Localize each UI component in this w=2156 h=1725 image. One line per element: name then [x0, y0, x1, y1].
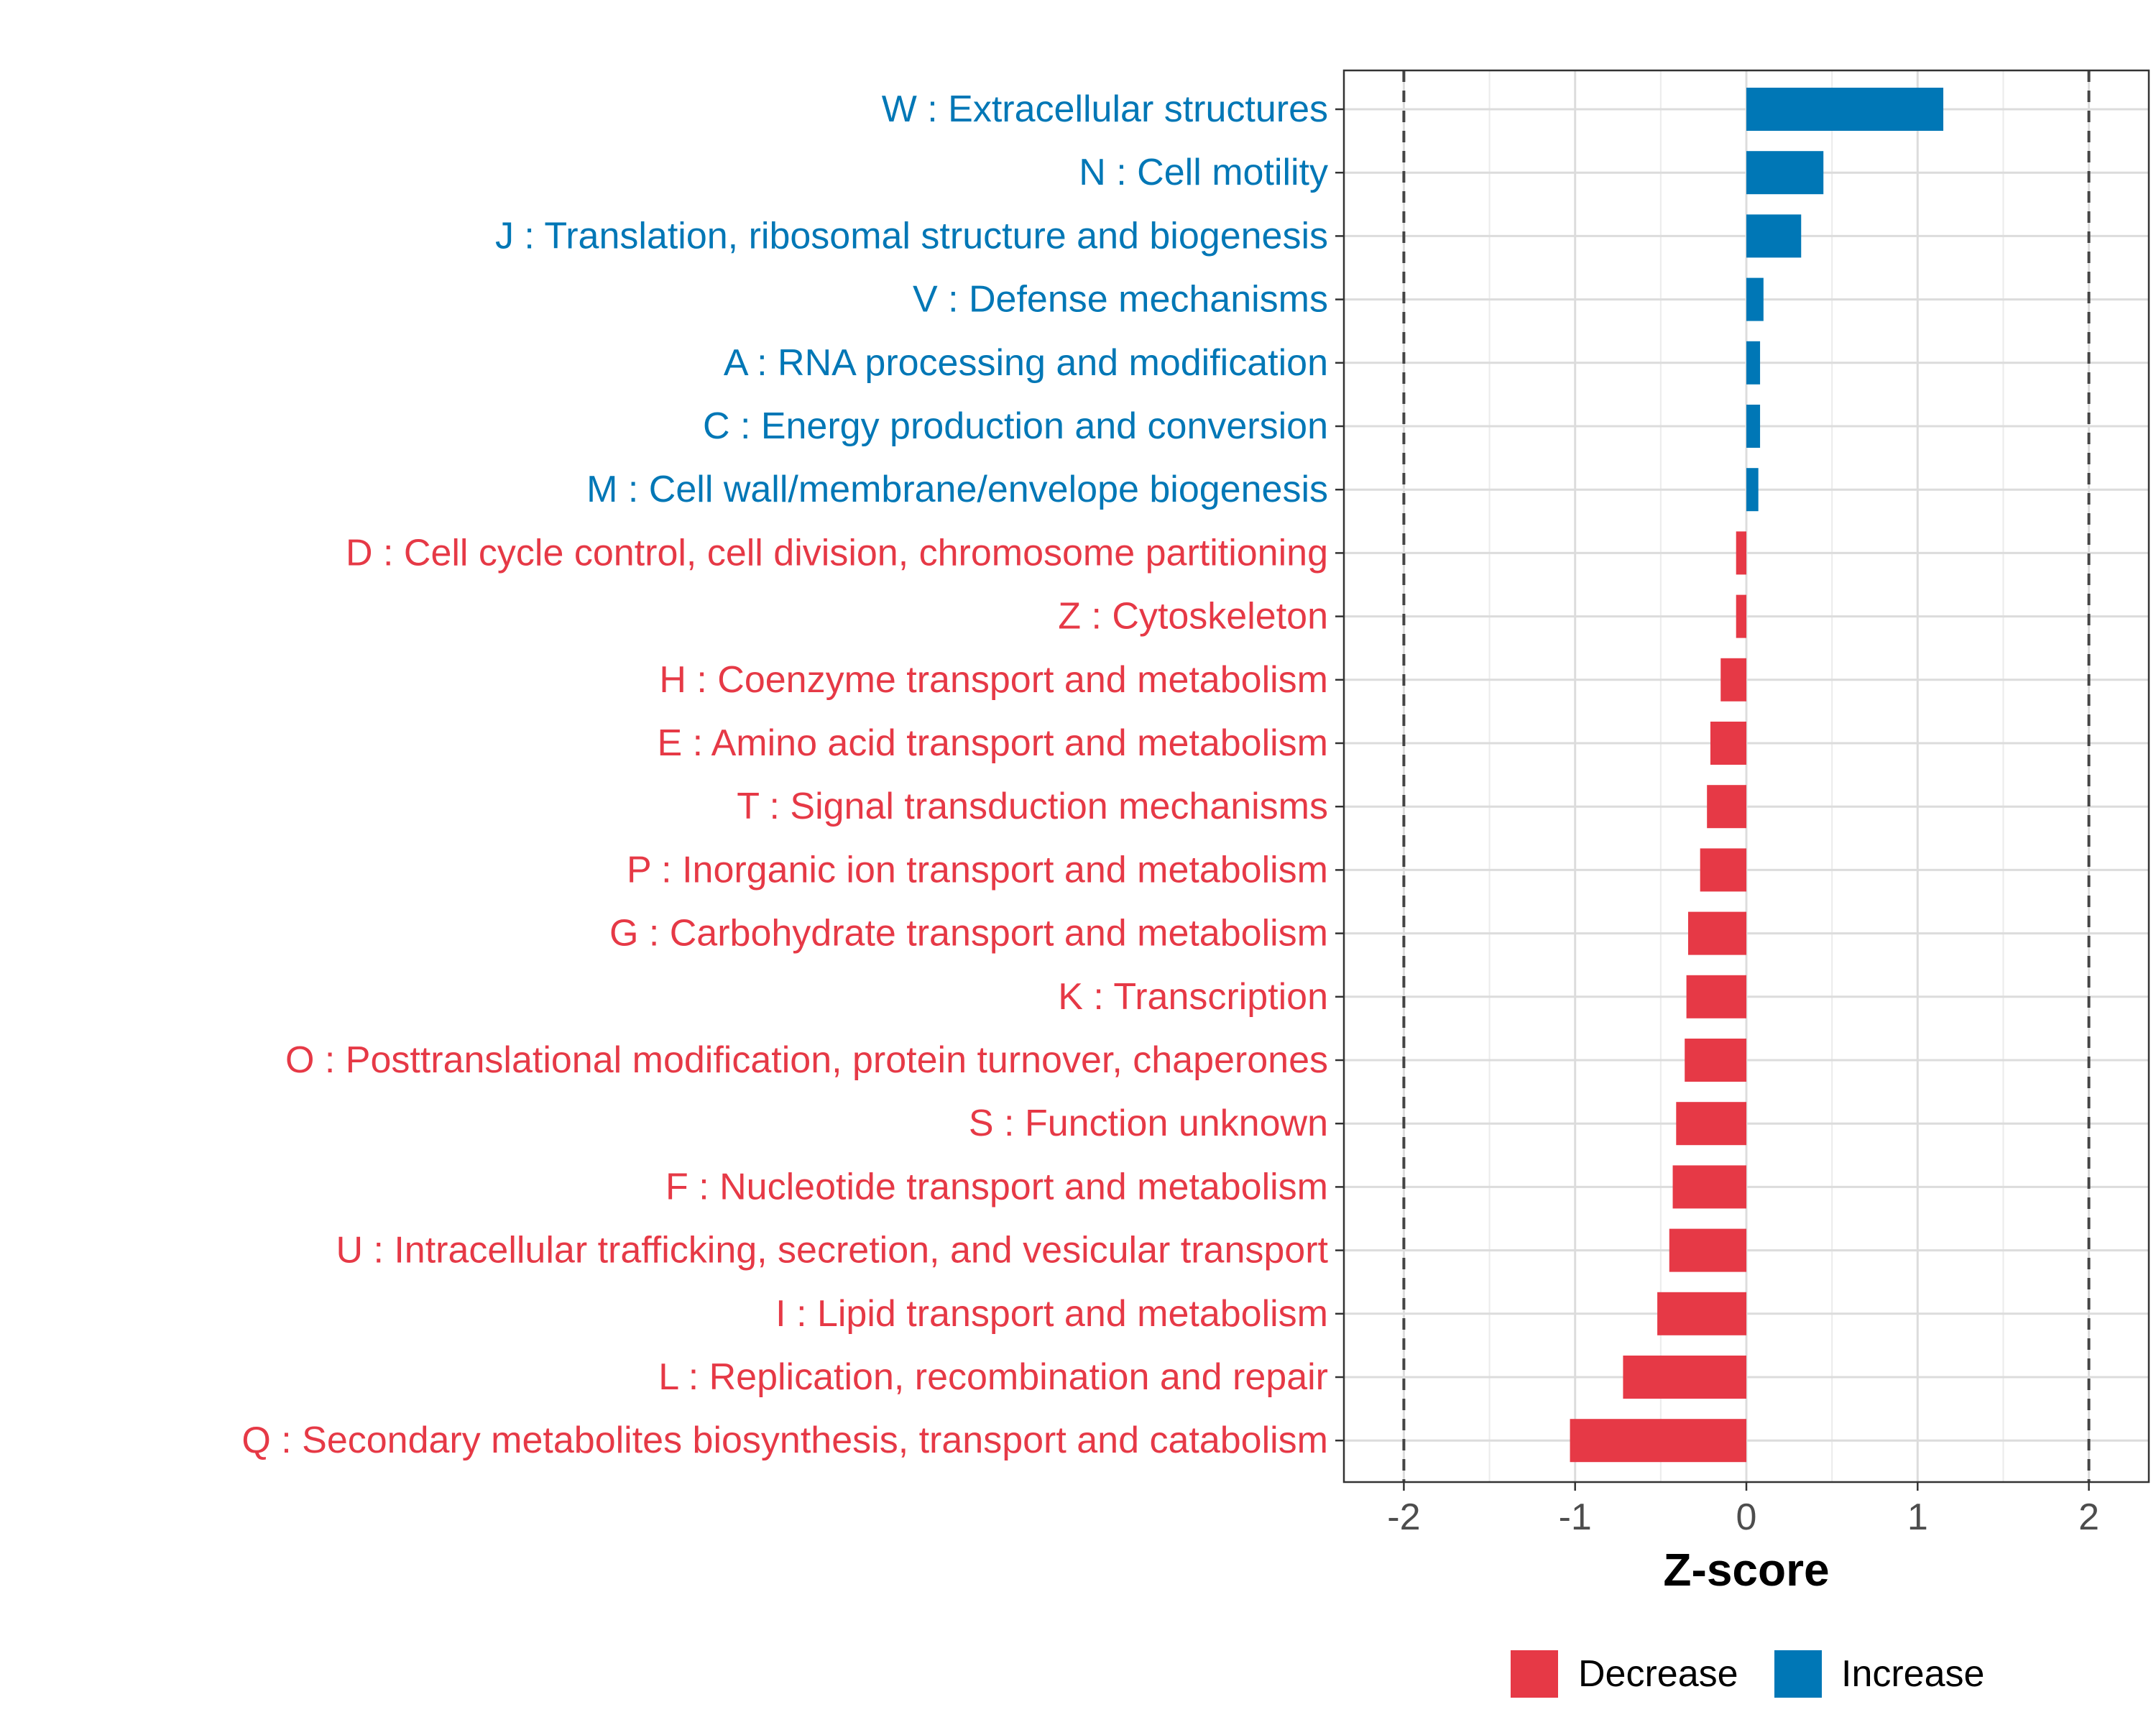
- bars: [1570, 88, 1944, 1463]
- category-label: G : Carbohydrate transport and metabolis…: [609, 913, 1328, 954]
- bar-decrease: [1736, 594, 1746, 638]
- bar-increase: [1746, 151, 1824, 195]
- bar-decrease: [1669, 1228, 1746, 1272]
- category-label: S : Function unknown: [969, 1103, 1328, 1144]
- bar-decrease: [1657, 1292, 1746, 1335]
- y-axis-ticks: [1335, 108, 1344, 1442]
- category-label: H : Coenzyme transport and metabolism: [659, 659, 1328, 701]
- reference-lines: [1402, 70, 2091, 1482]
- bar-decrease: [1570, 1419, 1746, 1463]
- x-tick-label: 0: [1736, 1496, 1757, 1538]
- bar-decrease: [1676, 1102, 1746, 1146]
- category-label: U : Intracellular trafficking, secretion…: [336, 1230, 1328, 1271]
- bar-increase: [1746, 277, 1764, 321]
- x-axis-title: Z-score: [1663, 1544, 1829, 1596]
- bar-decrease: [1700, 848, 1746, 892]
- x-axis-ticks: [1403, 1482, 2090, 1491]
- category-label: P : Inorganic ion transport and metaboli…: [627, 849, 1328, 891]
- x-tick-label: -2: [1387, 1496, 1420, 1538]
- category-label: L : Replication, recombination and repai…: [658, 1356, 1328, 1398]
- category-label: F : Nucleotide transport and metabolism: [665, 1166, 1328, 1208]
- category-label: E : Amino acid transport and metabolism: [657, 722, 1328, 764]
- category-label: M : Cell wall/membrane/envelope biogenes…: [586, 469, 1328, 510]
- bar-increase: [1746, 405, 1761, 448]
- category-label: O : Posttranslational modification, prot…: [285, 1039, 1328, 1081]
- legend-label-increase: Increase: [1841, 1653, 1984, 1695]
- bar-decrease: [1685, 1039, 1746, 1082]
- bar-decrease: [1736, 531, 1746, 575]
- x-axis-tick-labels: -2 -1 0 1 2: [1387, 1496, 2099, 1538]
- bar-decrease: [1710, 722, 1746, 765]
- legend-swatch-decrease: [1511, 1650, 1558, 1698]
- category-label: N : Cell motility: [1079, 152, 1328, 193]
- bar-increase: [1746, 468, 1759, 512]
- x-tick-label: 2: [2078, 1496, 2099, 1538]
- category-label: T : Signal transduction mechanisms: [737, 786, 1328, 827]
- category-label: Z : Cytoskeleton: [1058, 596, 1328, 638]
- bar-decrease: [1687, 911, 1746, 955]
- bar-increase: [1746, 88, 1944, 131]
- bar-decrease: [1672, 1165, 1746, 1209]
- bar-decrease: [1707, 785, 1746, 829]
- category-label: I : Lipid transport and metabolism: [775, 1293, 1328, 1335]
- bar-decrease: [1686, 975, 1746, 1018]
- legend-label-decrease: Decrease: [1578, 1653, 1738, 1695]
- bar-increase: [1746, 214, 1802, 258]
- category-label: K : Transcription: [1058, 976, 1328, 1018]
- category-label: W : Extracellular structures: [882, 88, 1328, 130]
- category-label: C : Energy production and conversion: [703, 405, 1328, 447]
- category-label: V : Defense mechanisms: [913, 279, 1328, 321]
- bar-decrease: [1720, 658, 1746, 702]
- category-label: Q : Secondary metabolites biosynthesis, …: [241, 1420, 1328, 1461]
- legend-swatch-increase: [1774, 1650, 1822, 1698]
- bar-increase: [1746, 341, 1761, 385]
- category-label: A : RNA processing and modification: [724, 342, 1328, 384]
- x-tick-label: -1: [1559, 1496, 1592, 1538]
- category-label: D : Cell cycle control, cell division, c…: [346, 532, 1328, 574]
- bar-decrease: [1623, 1356, 1746, 1399]
- y-axis-category-labels: W : Extracellular structures N : Cell mot…: [241, 88, 1328, 1461]
- category-label: J : Translation, ribosomal structure and…: [495, 215, 1328, 257]
- x-tick-label: 1: [1907, 1496, 1928, 1538]
- legend: Decrease Increase: [1511, 1650, 1984, 1698]
